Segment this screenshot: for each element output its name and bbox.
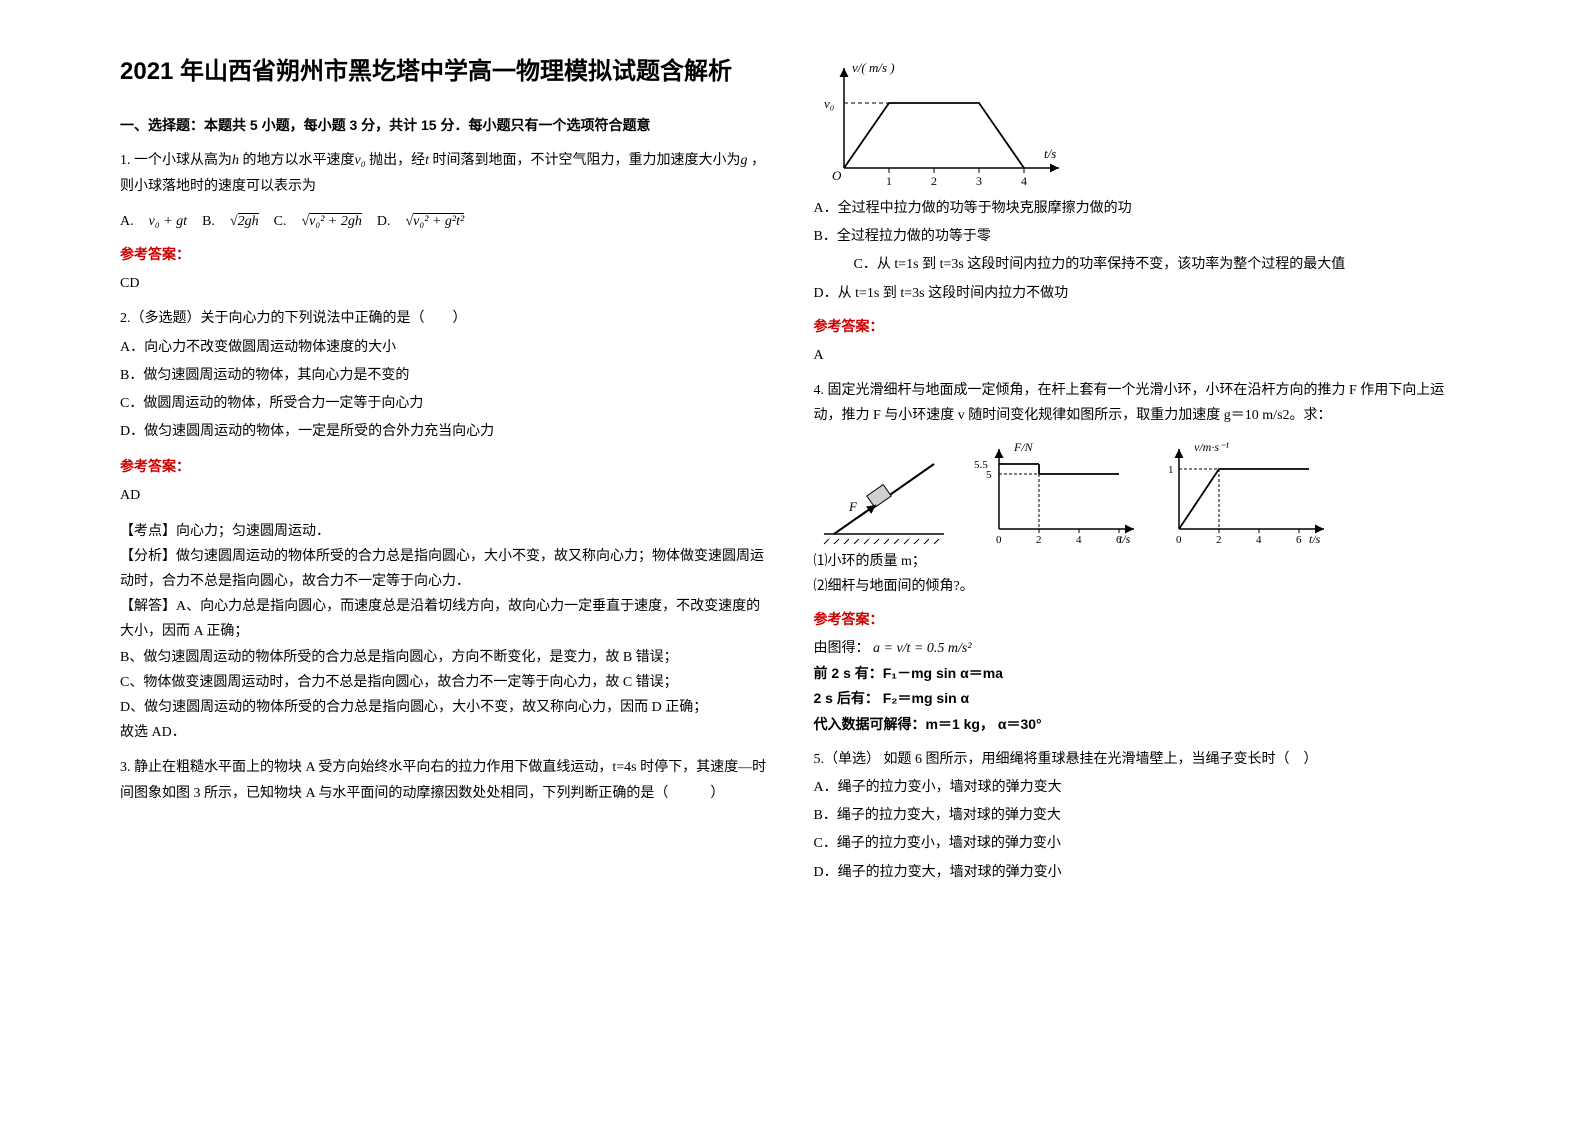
q3-stem: 3. 静止在粗糙水平面上的物块 A 受方向始终水平向右的拉力作用下做直线运动，t…	[120, 755, 774, 805]
q3-answer-label: 参考答案：	[814, 314, 1468, 339]
vt-x2: 2	[931, 174, 937, 188]
q2-solve-b: B、做匀速圆周运动的物体所受的合力总是指向圆心，方向不断变化，是变力，故 B 错…	[120, 645, 774, 670]
q1-opt-b-formula: √2gh	[230, 209, 259, 234]
q1-opt-d-label: D.	[377, 209, 391, 234]
vt2-graph: v/m·s⁻¹ t/s 1 0 2 4 6	[1154, 439, 1334, 549]
q1-text-b: 的地方以水平速度	[243, 153, 355, 168]
vt2-y1: 1	[1168, 464, 1174, 476]
incline-diagram: F	[814, 439, 954, 549]
q4-solve-4: 代入数据可解得：m＝1 kg， α＝30°	[814, 712, 1468, 737]
ft-graph: F/N t/s 5.5 5 0 2 4 6	[964, 439, 1144, 549]
q2-solve-d: D、做匀速圆周运动的物体所受的合力总是指向圆心，大小不变，故又称向心力，因而 D…	[120, 695, 774, 720]
q2-solve-a: 【解答】A、向心力总是指向圆心，而速度总是沿着切线方向，故向心力一定垂直于速度，…	[120, 594, 774, 644]
q3-opt-b: B．全过程拉力做的功等于零	[814, 224, 1468, 249]
vt-x1: 1	[886, 174, 892, 188]
vt2-x0: 0	[1176, 534, 1182, 546]
q3-opt-d: D．从 t=1s 到 t=3s 这段时间内拉力不做功	[814, 281, 1468, 306]
q1-opt-d-formula: √v₀² + g²t²	[405, 209, 464, 234]
q1-t: t	[425, 153, 429, 168]
ft-x6: 6	[1116, 534, 1122, 546]
q4-stem: 4. 固定光滑细杆与地面成一定倾角，在杆上套有一个光滑小环，小环在沿杆方向的推力…	[814, 378, 1468, 428]
q4-diagrams: F F/N t/s 5.5 5 0 2 4 6 v	[814, 439, 1468, 549]
question-4: 4. 固定光滑细杆与地面成一定倾角，在杆上套有一个光滑小环，小环在沿杆方向的推力…	[814, 378, 1468, 428]
ft-ylabel: F/N	[1013, 440, 1034, 454]
q1-g: g	[740, 153, 747, 168]
section-header: 一、选择题：本题共 5 小题，每小题 3 分，共计 15 分．每小题只有一个选项…	[120, 113, 774, 138]
vt-x4: 4	[1021, 174, 1027, 188]
q4-solve-1: 由图得： a = v/t = 0.5 m/s²	[814, 636, 1468, 661]
q2-solve-c: C、物体做变速圆周运动时，合力不总是指向圆心，故合力不一定等于向心力，故 C 错…	[120, 670, 774, 695]
q1-options: A. v₀ + gt B. √2gh C. √v₀² + 2gh D. √v₀²…	[120, 209, 774, 234]
q4-solve-1f: a = v/t = 0.5 m/s²	[873, 641, 972, 656]
q2-opt-c: C．做圆周运动的物体，所受合力一定等于向心力	[120, 391, 774, 416]
ft-x4: 4	[1076, 534, 1082, 546]
ft-y5: 5	[986, 469, 992, 481]
q1-text-c: 抛出，经	[369, 153, 425, 168]
q1-text-a: 1. 一个小球从高为	[120, 153, 232, 168]
q2-opt-a: A．向心力不改变做圆周运动物体速度的大小	[120, 335, 774, 360]
q4-answer-label: 参考答案：	[814, 607, 1468, 632]
q1-opt-c-label: C.	[274, 209, 287, 234]
question-2: 2.（多选题）关于向心力的下列说法中正确的是（ ） A．向心力不改变做圆周运动物…	[120, 306, 774, 444]
q1-opt-b-label: B.	[202, 209, 215, 234]
q1-opt-a-label: A.	[120, 209, 134, 234]
vt-xlabel: t/s	[1044, 146, 1056, 161]
q4-solve-1a: 由图得：	[814, 641, 870, 656]
q1-answer: CD	[120, 271, 774, 296]
vt2-x4: 4	[1256, 534, 1262, 546]
q3-opt-c: C．从 t=1s 到 t=3s 这段时间内拉力的功率保持不变，该功率为整个过程的…	[854, 252, 1468, 277]
page-title: 2021 年山西省朔州市黑圪塔中学高一物理模拟试题含解析	[120, 50, 774, 93]
q4-solve-3: 2 s 后有： F₂＝mg sin α	[814, 686, 1468, 711]
right-column: v/( m/s ) t/s O v₀ 1 2 3 4 A．全过程中拉力做的功等于…	[794, 50, 1488, 1072]
q2-conclude: 故选 AD．	[120, 720, 774, 745]
vt2-xlabel: t/s	[1309, 532, 1321, 546]
ft-x2: 2	[1036, 534, 1042, 546]
left-column: 2021 年山西省朔州市黑圪塔中学高一物理模拟试题含解析 一、选择题：本题共 5…	[100, 50, 794, 1072]
q1-h: h	[232, 153, 239, 168]
q2-answer: AD	[120, 483, 774, 508]
q1-answer-label: 参考答案：	[120, 242, 774, 267]
q1-opt-a-formula: v₀ + gt	[149, 209, 187, 234]
q1-v0: v₀	[355, 153, 366, 168]
q3-answer: A	[814, 343, 1468, 368]
q2-analysis: 【分析】做匀速圆周运动的物体所受的合力总是指向圆心，大小不变，故又称向心力；物体…	[120, 544, 774, 594]
q2-answer-label: 参考答案：	[120, 454, 774, 479]
question-1: 1. 一个小球从高为h 的地方以水平速度v₀ 抛出，经t 时间落到地面，不计空气…	[120, 148, 774, 198]
q3-opt-a: A．全过程中拉力做的功等于物块克服摩擦力做的功	[814, 196, 1468, 221]
q5-opt-d: D．绳子的拉力变大，墙对球的弹力变小	[814, 860, 1468, 885]
svg-text:F: F	[848, 499, 858, 514]
vt2-x2: 2	[1216, 534, 1222, 546]
q2-point: 【考点】向心力；匀速圆周运动．	[120, 519, 774, 544]
vt-ylabel: v/( m/s )	[852, 60, 895, 75]
q2-opt-b: B．做匀速圆周运动的物体，其向心力是不变的	[120, 363, 774, 388]
q2-opt-d: D．做匀速圆周运动的物体，一定是所受的合外力充当向心力	[120, 419, 774, 444]
vt-x3: 3	[976, 174, 982, 188]
q4-sub1: ⑴小环的质量 m；	[814, 549, 1468, 574]
q3-vt-graph: v/( m/s ) t/s O v₀ 1 2 3 4	[814, 58, 1468, 188]
q5-opt-c: C．绳子的拉力变小，墙对球的弹力变小	[814, 831, 1468, 856]
q5-opt-b: B．绳子的拉力变大，墙对球的弹力变大	[814, 803, 1468, 828]
vt2-ylabel: v/m·s⁻¹	[1194, 440, 1229, 454]
q2-stem: 2.（多选题）关于向心力的下列说法中正确的是（ ）	[120, 306, 774, 331]
vt-y0: v₀	[824, 96, 834, 111]
q4-solve-2: 前 2 s 有：F₁－mg sin α＝ma	[814, 661, 1468, 686]
ft-x0: 0	[996, 534, 1002, 546]
vt-origin: O	[832, 168, 842, 183]
q5-opt-a: A．绳子的拉力变小，墙对球的弹力变大	[814, 775, 1468, 800]
q4-sub2: ⑵细杆与地面间的倾角?。	[814, 574, 1468, 599]
vt2-x6: 6	[1296, 534, 1302, 546]
question-5: 5.（单选） 如题 6 图所示，用细绳将重球悬挂在光滑墙壁上，当绳子变长时（ ）…	[814, 747, 1468, 885]
q5-stem: 5.（单选） 如题 6 图所示，用细绳将重球悬挂在光滑墙壁上，当绳子变长时（ ）	[814, 747, 1468, 772]
q1-opt-c-formula: √v₀² + 2gh	[301, 209, 361, 234]
q1-text-d: 时间落到地面，不计空气阻力，重力加速度大小为	[432, 153, 740, 168]
question-3: 3. 静止在粗糙水平面上的物块 A 受方向始终水平向右的拉力作用下做直线运动，t…	[120, 755, 774, 805]
